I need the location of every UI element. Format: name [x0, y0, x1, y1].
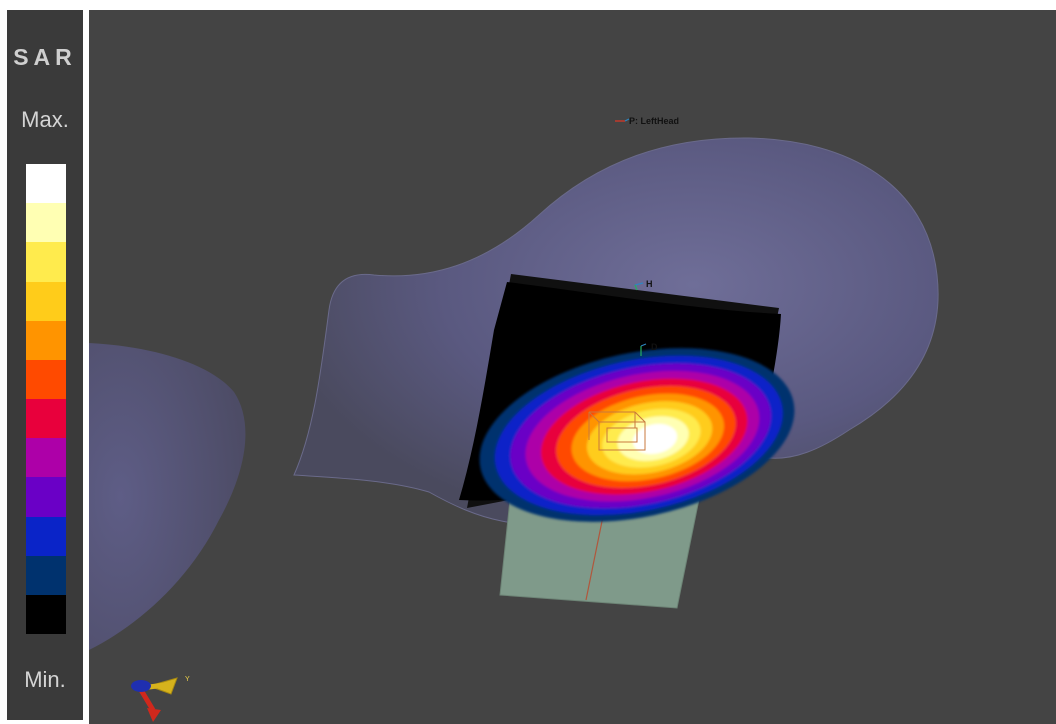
- 3d-viewport[interactable]: P: LeftHead H D Y: [89, 10, 1056, 724]
- legend-swatch: [26, 320, 66, 360]
- probe-wireframe: [588, 411, 646, 451]
- h-marker-label: H: [646, 279, 653, 289]
- point-marker-lefthead[interactable]: P: LeftHead: [615, 116, 679, 126]
- legend-swatch: [26, 399, 66, 439]
- point-label: P: LeftHead: [629, 116, 679, 126]
- 3d-scene[interactable]: P: LeftHead H D Y: [89, 10, 1056, 724]
- sar-color-legend: SAR Max. Min.: [7, 10, 83, 720]
- z-axis-disc: [131, 680, 151, 692]
- legend-swatch: [26, 164, 66, 204]
- d-marker-label: D: [651, 342, 658, 352]
- legend-swatch: [26, 359, 66, 400]
- axis-y-label: Y: [185, 676, 190, 683]
- legend-min-label: Min.: [24, 667, 66, 692]
- legend-max-label: Max.: [21, 107, 69, 132]
- legend-swatch: [26, 203, 66, 243]
- legend-swatch: [26, 477, 66, 517]
- legend-swatch: [26, 438, 66, 478]
- d-marker[interactable]: D: [640, 342, 658, 356]
- x-axis-arrow: [147, 708, 161, 722]
- axes-gizmo[interactable]: Y: [131, 676, 190, 722]
- sar-distribution: [479, 348, 795, 522]
- left-phantom-shape: [89, 343, 246, 650]
- legend-swatch: [26, 594, 66, 635]
- legend-title: SAR: [13, 44, 77, 70]
- legend-swatch: [26, 242, 66, 282]
- legend-swatch: [26, 281, 66, 321]
- legend-swatch: [26, 555, 66, 595]
- legend-colorbar: [26, 164, 66, 635]
- h-marker[interactable]: H: [634, 279, 653, 291]
- sar-contour-level: [632, 423, 678, 455]
- legend-swatch: [26, 516, 66, 556]
